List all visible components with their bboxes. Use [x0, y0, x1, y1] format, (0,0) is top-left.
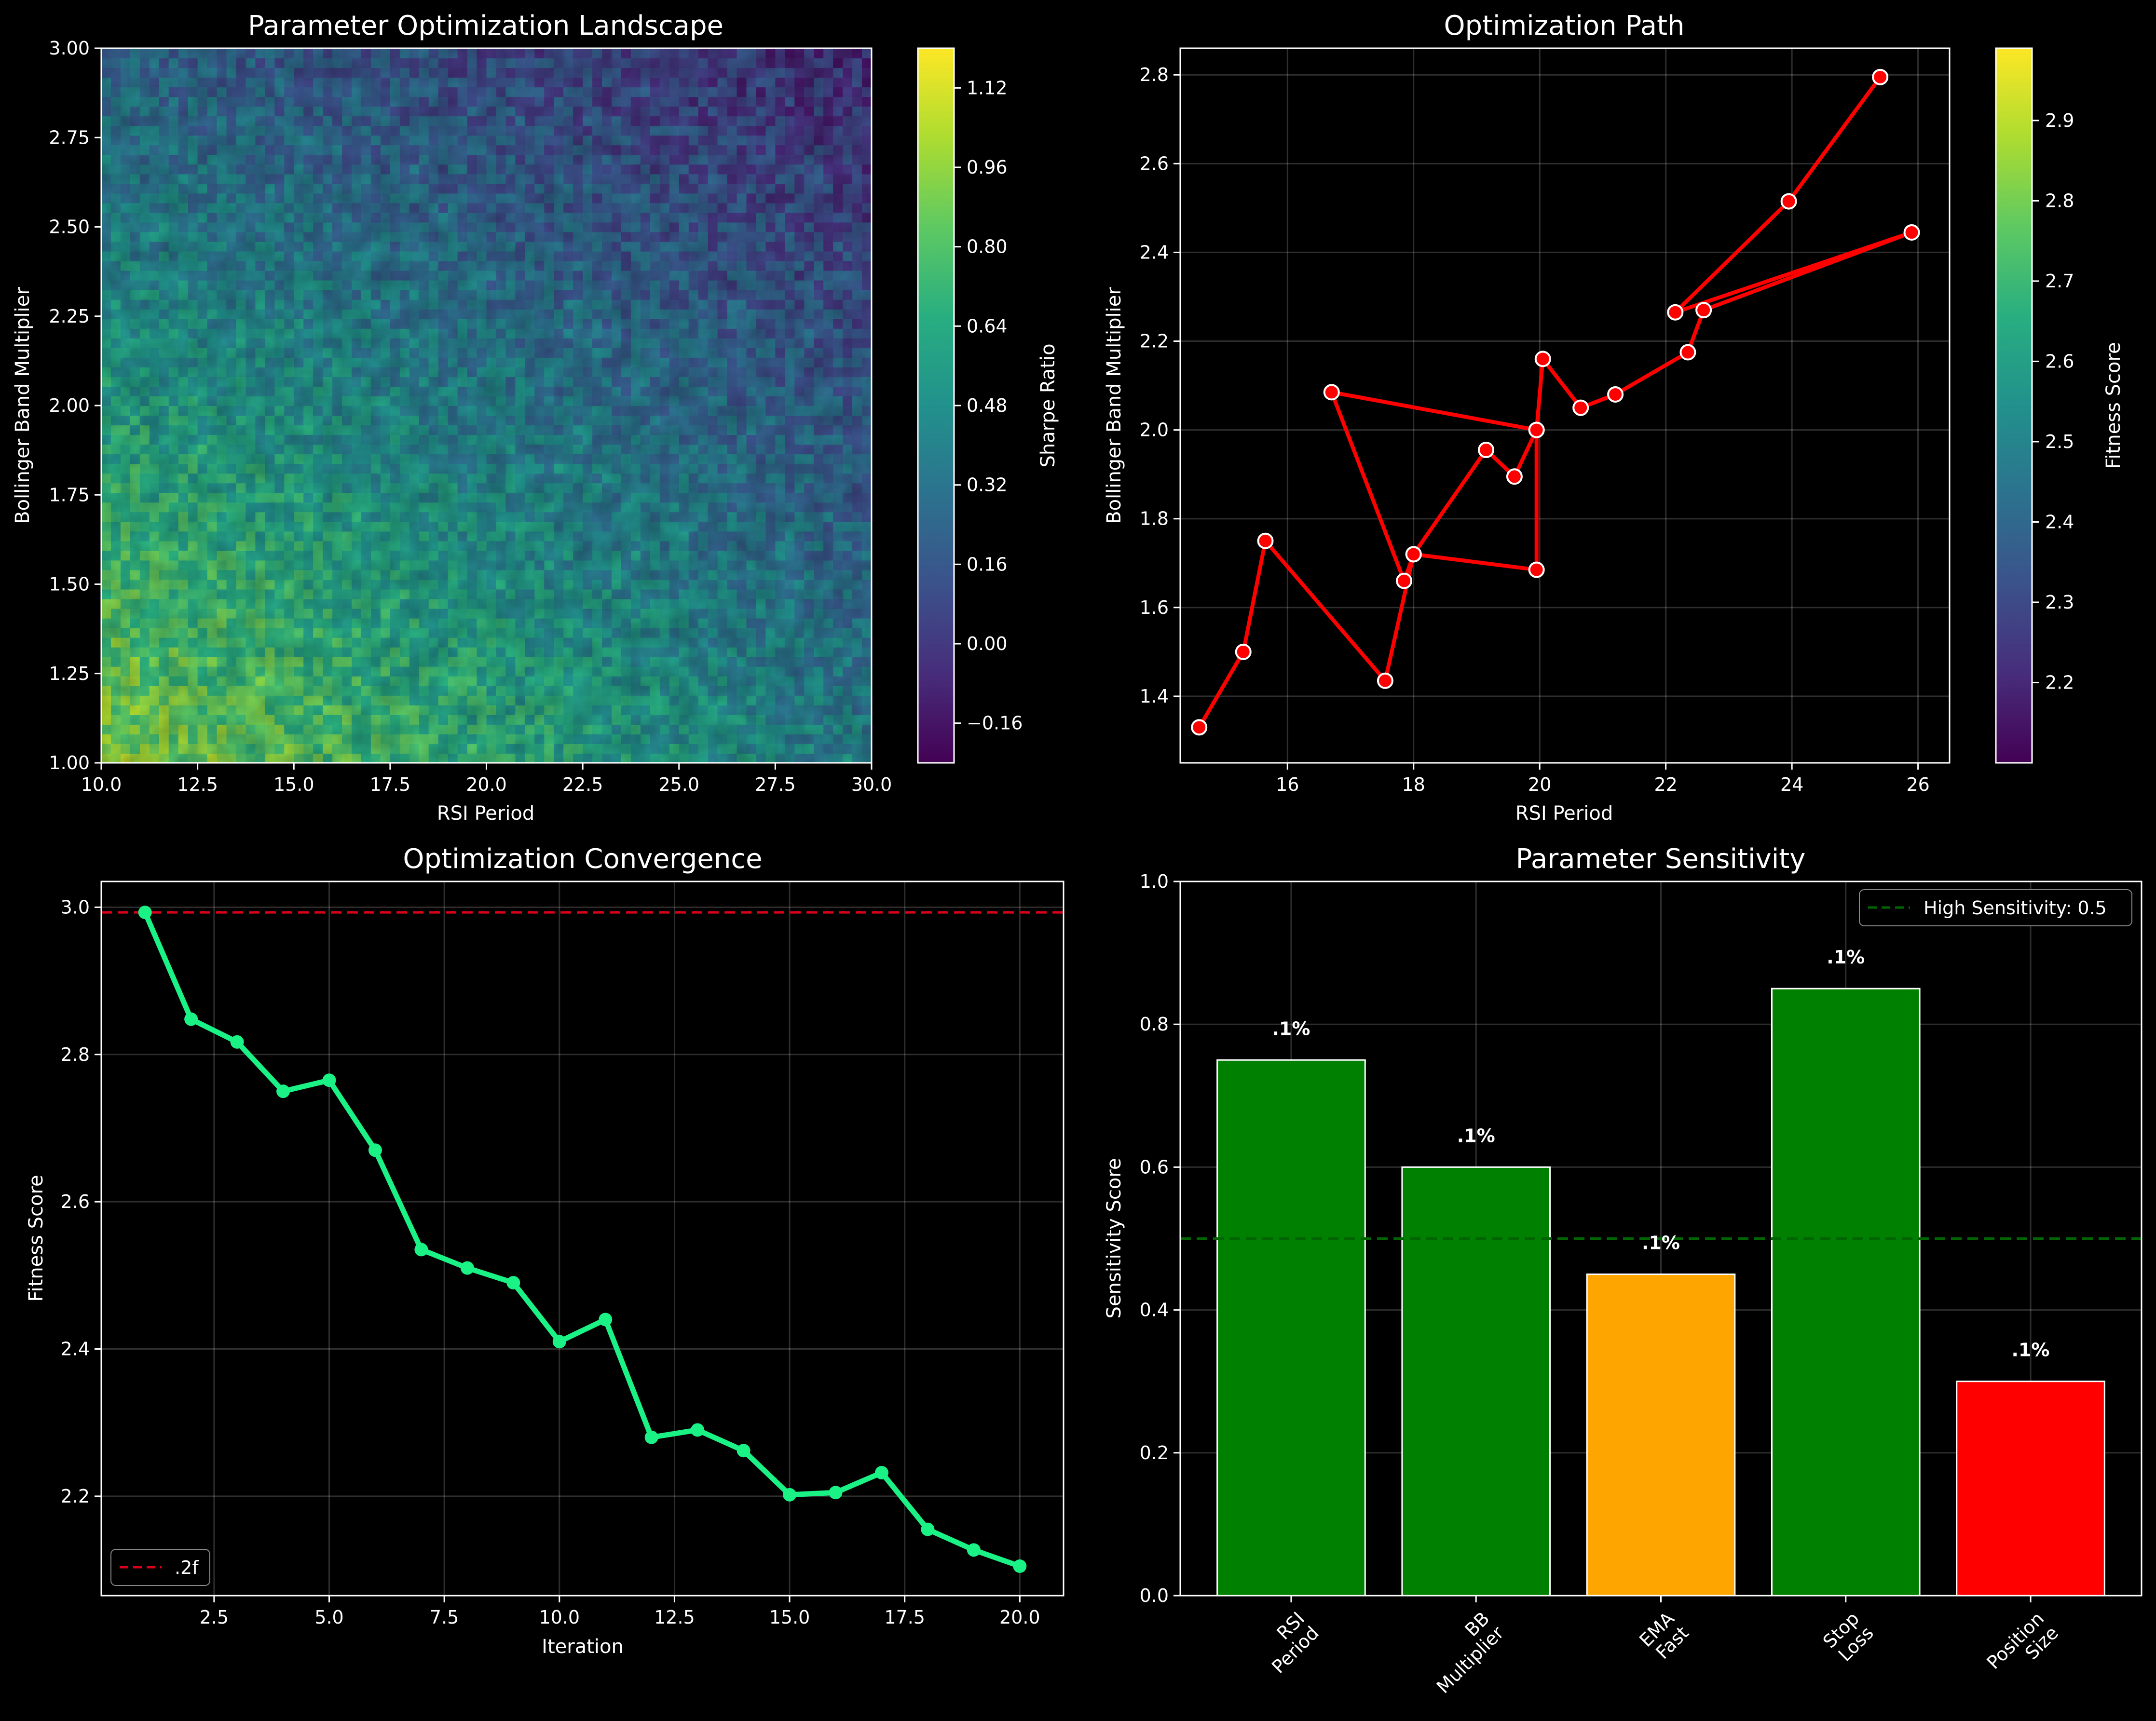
landscape-chart: Parameter Optimization Landscape 10.0 12.…	[12, 10, 1059, 825]
landscape-title: Parameter Optimization Landscape	[248, 10, 723, 41]
